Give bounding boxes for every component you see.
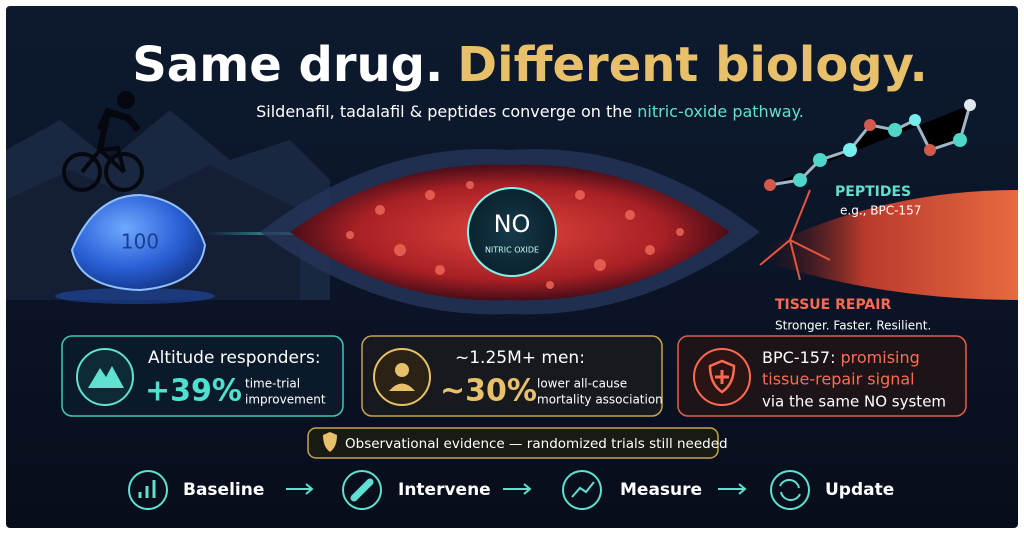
person-icon [395, 363, 409, 377]
title-part1: Same drug. [132, 37, 443, 93]
subtitle: Sildenafil, tadalafil & peptides converg… [256, 102, 804, 121]
title-part2: Different biology. [457, 37, 927, 93]
nerves [759, 189, 831, 281]
tissue-label: TISSUE REPAIR [775, 297, 891, 313]
title: Same drug. Different biology. [132, 37, 928, 93]
note-icon [323, 432, 337, 452]
pill-label: 100 [121, 230, 159, 254]
step-label: Intervene [398, 480, 491, 500]
subtitle-text: Sildenafil, tadalafil & peptides converg… [256, 102, 632, 121]
card-description: improvement [245, 393, 326, 407]
card-stat: ~30% [440, 374, 537, 409]
card [361, 335, 663, 417]
step-label: Measure [620, 480, 702, 500]
pill-glow [55, 288, 215, 304]
step-label: Update [825, 480, 894, 500]
card-highlight: promising [841, 348, 920, 367]
step-label: Baseline [183, 480, 264, 500]
no-label: NO [494, 210, 531, 238]
card-highlight: tissue-repair signal [762, 370, 915, 389]
blood-cells [346, 181, 684, 289]
no-circle [467, 187, 557, 277]
muscle [760, 190, 1018, 300]
shield-icon [708, 359, 736, 394]
mountain-icon [88, 366, 124, 388]
card-description: via the same NO system [762, 393, 946, 411]
card-stat: +39% [145, 374, 242, 409]
card-heading-line: BPC-157: promising [762, 348, 920, 367]
no-sublabel: NITRIC OXIDE [485, 246, 539, 255]
card [61, 335, 344, 417]
card-description: mortality association [537, 393, 663, 407]
pill [70, 193, 207, 292]
peptides-label: PEPTIDES [835, 184, 911, 200]
peptides-example: e.g., BPC-157 [840, 204, 921, 218]
molecule-atoms [764, 99, 976, 191]
steps-decor [128, 470, 810, 510]
cross-icon [715, 370, 729, 384]
note-box [307, 427, 719, 459]
card-heading: Altitude responders: [148, 348, 321, 368]
card-heading: ~1.25M+ men: [455, 348, 585, 368]
card-description: lower all-cause [537, 377, 627, 391]
cyclist [62, 91, 144, 192]
person-icon-body [389, 383, 415, 391]
card-description: time-trial [245, 377, 300, 391]
card [677, 335, 967, 417]
tissue-tagline: Stronger. Faster. Resilient. [775, 319, 931, 333]
card-heading: BPC-157: [762, 348, 836, 367]
note: Observational evidence — randomized tria… [345, 436, 728, 452]
subtitle-highlight: nitric-oxide pathway. [637, 102, 804, 121]
